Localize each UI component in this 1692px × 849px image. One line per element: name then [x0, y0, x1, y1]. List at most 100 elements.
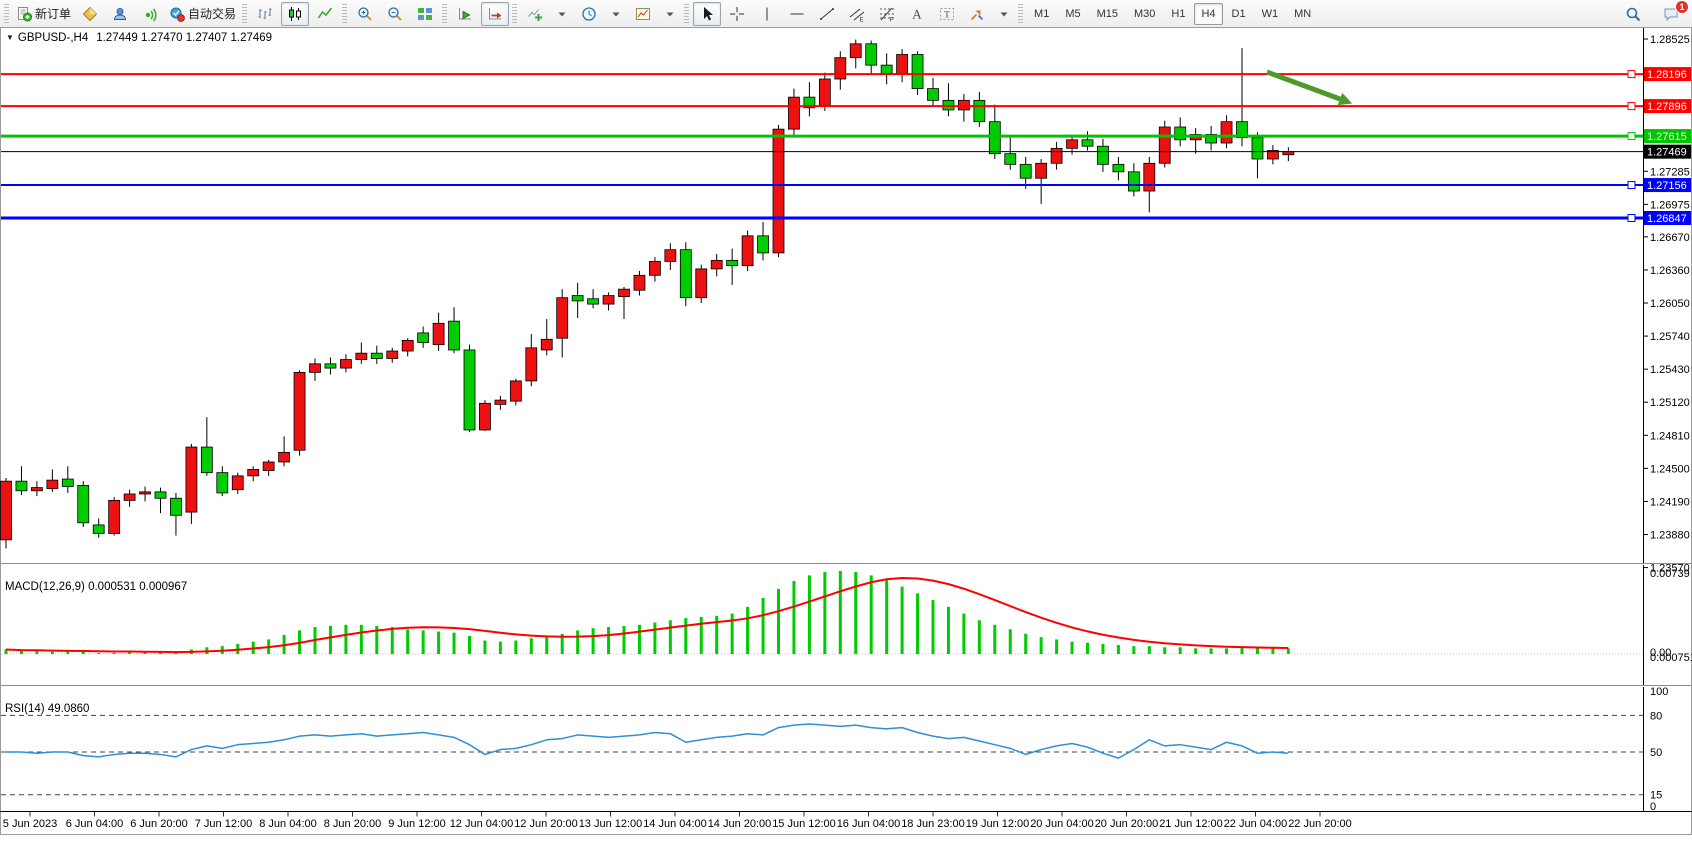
text-label-button[interactable]: T	[933, 2, 961, 26]
time-tick-label: 14 Jun 04:00	[643, 818, 707, 830]
candle-up	[525, 347, 538, 382]
macd-panel-label: MACD(12,26,9) 0.000531 0.000967	[5, 581, 187, 593]
candlestick-button[interactable]	[281, 1, 310, 26]
candle-down	[1019, 163, 1032, 179]
caret-icon	[662, 6, 678, 22]
bar-chart-button[interactable]	[251, 2, 279, 26]
templates-dropdown[interactable]	[659, 2, 681, 26]
gold-diamond-button[interactable]	[76, 2, 104, 26]
candle-up	[1066, 139, 1078, 149]
candle-up	[849, 43, 862, 59]
chart-canvas[interactable]: 1.28525 1.27285 1.26975 1.26670 1.26360 1.260…	[0, 14, 1692, 849]
tf-d1[interactable]: D1	[1225, 3, 1253, 25]
candle-down	[973, 99, 986, 123]
macd-histogram-bar	[916, 593, 920, 654]
line-chart-button[interactable]	[311, 2, 339, 26]
crosshair-button[interactable]	[723, 2, 751, 26]
time-tick-label: 22 Jun 04:00	[1224, 818, 1288, 830]
zoomin-icon	[357, 6, 373, 22]
trend-arrow-annotation[interactable]	[1266, 69, 1341, 102]
vertical-line-button[interactable]	[753, 2, 781, 26]
macd-histogram-bar	[545, 636, 549, 654]
chat-button[interactable]: 1	[1657, 0, 1689, 26]
zoom-out-button[interactable]	[381, 2, 409, 26]
tf-h4[interactable]: H4	[1194, 2, 1223, 25]
tf-w1[interactable]: W1	[1255, 3, 1286, 25]
arrows-button[interactable]	[963, 2, 991, 26]
periods-dropdown[interactable]	[605, 2, 627, 26]
horizontal-line-button[interactable]	[783, 2, 811, 26]
time-tick-label: 14 Jun 20:00	[708, 818, 772, 830]
periods-button[interactable]	[575, 2, 603, 26]
tile-windows-button[interactable]	[411, 2, 439, 26]
candle-up	[664, 249, 677, 262]
hline-handle[interactable]	[1627, 70, 1636, 79]
candle-down	[1112, 163, 1125, 173]
price-axis[interactable]	[1644, 28, 1692, 826]
candle-down	[679, 249, 692, 299]
macd-histogram-bar	[1271, 648, 1275, 654]
time-axis[interactable]	[0, 826, 1643, 849]
community-button[interactable]	[106, 2, 134, 26]
tf-m30[interactable]: M30	[1127, 3, 1162, 25]
tf-mn[interactable]: MN	[1287, 3, 1318, 25]
hline-handle[interactable]	[1627, 132, 1636, 141]
candle-up	[788, 96, 800, 130]
rsi-line	[6, 723, 1289, 759]
candle-up	[479, 402, 491, 431]
tf-m15[interactable]: M15	[1090, 3, 1125, 25]
tf-mn-label: MN	[1294, 7, 1312, 20]
rsi-panel-label: RSI(14) 49.0860	[5, 703, 89, 715]
candle-down	[324, 363, 337, 369]
hline-handle[interactable]	[1627, 214, 1636, 223]
candle-up	[262, 461, 275, 471]
auto-scroll-button[interactable]	[451, 2, 479, 26]
zoom-in-button[interactable]	[351, 2, 379, 26]
macd-histogram-bar	[854, 572, 858, 654]
candle-down	[1081, 139, 1094, 147]
tf-h1-label: H1	[1171, 7, 1186, 20]
macd-histogram-bar	[792, 580, 796, 654]
chart-shift-button[interactable]	[481, 1, 510, 26]
channel-button[interactable]: E	[843, 2, 871, 26]
hline-price-badge-label: 1.27156	[1647, 180, 1687, 192]
macd-histogram-bar	[576, 630, 580, 654]
auto-trading-button[interactable]: 自动交易	[166, 2, 239, 26]
tf-h1[interactable]: H1	[1164, 3, 1192, 25]
rsi-axis-label: 80	[1650, 710, 1662, 722]
time-tick-label: 7 Jun 12:00	[195, 818, 253, 830]
tf-m1[interactable]: M1	[1027, 3, 1056, 25]
indicators-button[interactable]	[521, 2, 549, 26]
chart-title-collapse-icon[interactable]: ▼	[6, 33, 14, 42]
candle-up	[123, 493, 136, 501]
arrows-dropdown[interactable]	[993, 2, 1015, 26]
trendline-button[interactable]	[813, 2, 841, 26]
time-tick-label: 5 Jun 2023	[3, 818, 57, 830]
macd-histogram-bar	[483, 640, 487, 654]
signal-button[interactable]	[136, 2, 164, 26]
search-button[interactable]	[1619, 2, 1647, 26]
templates-button[interactable]	[629, 2, 657, 26]
macd-histogram-bar	[406, 629, 410, 654]
hline-price-badge	[1644, 211, 1691, 226]
macd-histogram-bar	[962, 613, 966, 654]
tf-m5[interactable]: M5	[1058, 3, 1087, 25]
hline-handle[interactable]	[1627, 181, 1636, 190]
macd-histogram-bar	[1039, 637, 1043, 654]
price-tick-label: 1.24500	[1650, 463, 1690, 475]
candle-up	[30, 487, 43, 492]
hline-price-badge-label: 1.27615	[1647, 131, 1687, 143]
new-order-button[interactable]: 新订单	[13, 2, 74, 26]
fibonacci-button[interactable]: F	[873, 2, 901, 26]
macd-histogram-bar	[97, 652, 101, 654]
hline-handle[interactable]	[1627, 102, 1636, 111]
svg-text:E: E	[860, 17, 864, 22]
cursor-button[interactable]	[693, 1, 722, 26]
macd-histogram-bar	[993, 624, 997, 654]
indicators-dropdown[interactable]	[551, 2, 573, 26]
candle-up	[772, 128, 785, 254]
macd-histogram-bar	[869, 575, 873, 654]
candle-up	[695, 268, 708, 299]
text-button[interactable]: A	[903, 2, 931, 26]
diamond-icon	[82, 6, 98, 22]
